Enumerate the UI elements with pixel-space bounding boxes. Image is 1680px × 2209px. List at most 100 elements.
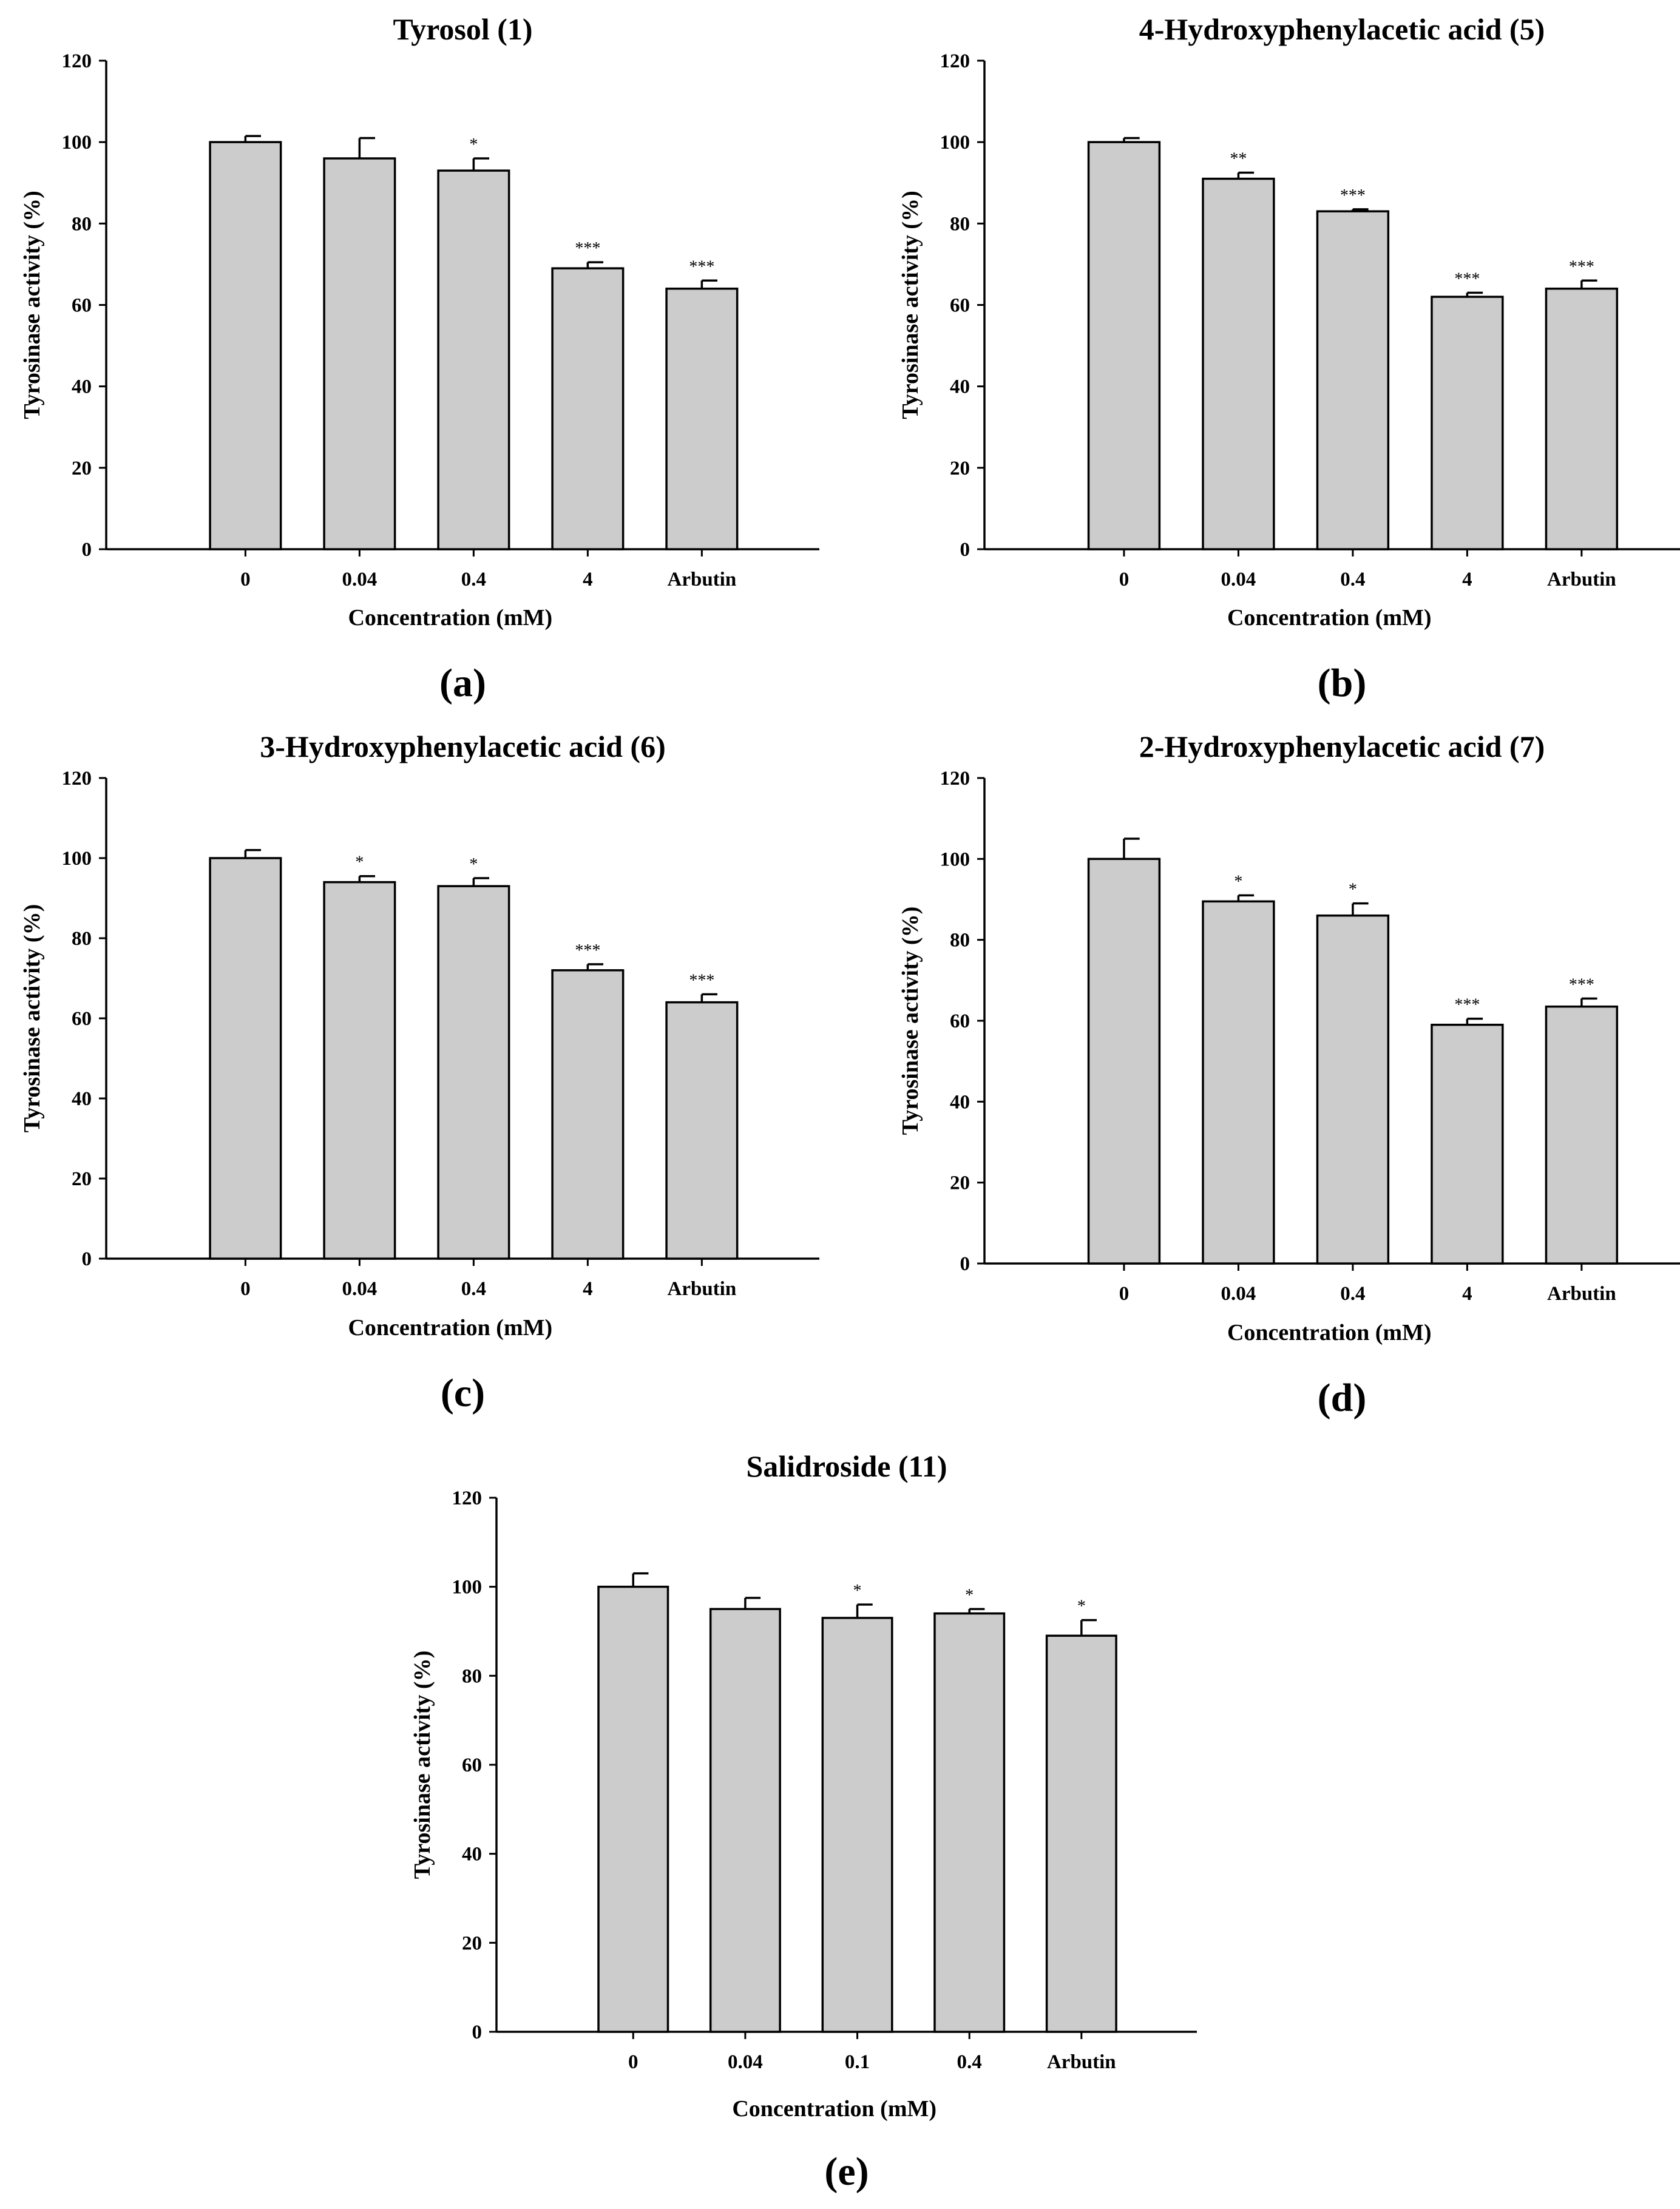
y-tick-label: 80: [72, 213, 92, 235]
y-tick-label: 100: [62, 848, 92, 870]
x-tick-label: Arbutin: [668, 1278, 737, 1300]
bar: [551, 969, 625, 1260]
y-tick-label: 40: [950, 1091, 970, 1113]
x-tick-label: 0.4: [1340, 569, 1365, 590]
bar: [1545, 287, 1619, 550]
significance-label: *: [469, 855, 478, 874]
bar: [551, 267, 625, 550]
x-tick-label: 0.04: [342, 569, 377, 590]
y-tick-label: 0: [472, 2021, 483, 2043]
significance-label: *: [965, 1586, 974, 1605]
bar: [665, 287, 739, 550]
y-tick-label: 40: [72, 376, 92, 398]
bar: [933, 1612, 1006, 2033]
y-tick-label: 20: [462, 1932, 482, 1954]
y-tick-label: 120: [940, 50, 970, 72]
bar: [665, 1001, 739, 1260]
bar: [1045, 1634, 1117, 2033]
y-tick-label: 100: [62, 132, 92, 154]
y-tick-label: 60: [950, 1010, 970, 1032]
significance-label: ***: [1569, 257, 1594, 276]
significance-label: ***: [689, 257, 714, 276]
y-axis-label: Tyrosinase activity (%): [898, 191, 923, 419]
bar: [323, 157, 396, 550]
y-tick-label: 60: [950, 295, 970, 317]
y-tick-label: 120: [940, 768, 970, 790]
y-tick-label: 100: [940, 132, 970, 154]
y-tick-label: 20: [950, 458, 970, 479]
bar: [437, 885, 510, 1260]
significance-label: ***: [1340, 186, 1366, 205]
chart-panel-c: 3-Hydroxyphenylacetic acid (6)0204060801…: [19, 729, 819, 1415]
panel-label: (a): [439, 661, 486, 705]
chart-title: Tyrosol (1): [393, 12, 532, 46]
y-tick-label: 120: [62, 50, 92, 72]
y-tick-label: 0: [82, 539, 92, 561]
chart-panel-e: Salidroside (11) 0 20 40 60 80 100 120 0 0.04 * 0.1…: [410, 1449, 1197, 2194]
chart-title: 2-Hydroxyphenylacetic acid (7): [1139, 729, 1545, 763]
y-tick-label: 120: [62, 768, 92, 790]
chart-panel-b: 4-Hydroxyphenylacetic acid (5)0204060801…: [898, 12, 1680, 705]
y-tick-label: 80: [462, 1665, 482, 1687]
y-tick-label: 0: [960, 539, 970, 561]
bar: [1087, 858, 1161, 1265]
x-axis-label: Concentration (mM): [1227, 605, 1432, 631]
x-tick-label: 0.04: [1221, 569, 1256, 590]
bar: [1202, 900, 1275, 1265]
x-tick-label: Arbutin: [1047, 2051, 1116, 2073]
x-tick-label: 4: [583, 569, 593, 590]
y-axis-label: Tyrosinase activity (%): [19, 191, 45, 419]
y-axis-label: Tyrosinase activity (%): [898, 907, 923, 1135]
x-tick-label: Arbutin: [1547, 569, 1616, 590]
y-tick-label: 40: [72, 1088, 92, 1110]
bar: [209, 141, 282, 550]
y-tick-label: 0: [82, 1248, 92, 1270]
x-tick-label: 0: [1119, 1283, 1130, 1305]
x-axis-label: Concentration (mM): [732, 2096, 937, 2122]
bar: [1316, 210, 1390, 550]
y-axis-label: Tyrosinase activity (%): [19, 904, 45, 1132]
x-tick-label: 0.04: [342, 1278, 377, 1300]
x-tick-label: 4: [1462, 1283, 1472, 1305]
x-tick-label: 0.04: [728, 2051, 763, 2073]
bar: [1087, 141, 1161, 550]
chart-panel-a: Tyrosol (1) 0 20 40 60 80 100 120 0 0.04 * 0.4 *** 4 *…: [19, 12, 819, 705]
x-axis-label: Concentration (mM): [1227, 1320, 1432, 1345]
y-tick-label: 100: [452, 1577, 483, 1598]
bar: [323, 881, 396, 1260]
x-tick-label: 0: [628, 2051, 638, 2073]
x-tick-label: 0: [1119, 569, 1130, 590]
x-tick-label: 0: [240, 569, 251, 590]
y-tick-label: 40: [950, 376, 970, 398]
y-tick-label: 40: [462, 1844, 482, 1866]
x-tick-label: 0.1: [845, 2051, 870, 2073]
significance-label: ***: [1569, 975, 1594, 994]
bar: [1431, 296, 1504, 550]
bar: [209, 857, 282, 1260]
significance-label: ***: [689, 971, 714, 990]
y-tick-label: 20: [72, 458, 92, 479]
significance-label: *: [1077, 1597, 1086, 1616]
x-tick-label: 4: [583, 1278, 593, 1300]
significance-label: *: [469, 135, 478, 154]
bar: [1202, 177, 1275, 550]
y-tick-label: 20: [950, 1172, 970, 1194]
chart-title: Salidroside (11): [746, 1449, 947, 1483]
y-tick-label: 80: [950, 930, 970, 952]
y-tick-label: 80: [72, 928, 92, 950]
y-tick-label: 120: [452, 1487, 483, 1509]
x-tick-label: Arbutin: [1547, 1283, 1616, 1305]
x-tick-label: 0.4: [461, 569, 486, 590]
x-tick-label: 0.4: [957, 2051, 982, 2073]
x-tick-label: 0: [240, 1278, 251, 1300]
significance-label: *: [355, 853, 364, 872]
x-tick-label: 0.4: [1340, 1283, 1365, 1305]
y-tick-label: 60: [72, 295, 92, 317]
x-tick-label: 4: [1462, 569, 1472, 590]
chart-title: 4-Hydroxyphenylacetic acid (5): [1139, 12, 1545, 46]
significance-label: ***: [1454, 269, 1480, 288]
bar: [437, 169, 510, 550]
x-axis-label: Concentration (mM): [348, 1315, 552, 1341]
chart-panel-d: 2-Hydroxyphenylacetic acid (7) 0 20 40 60 80 1…: [898, 729, 1680, 1420]
